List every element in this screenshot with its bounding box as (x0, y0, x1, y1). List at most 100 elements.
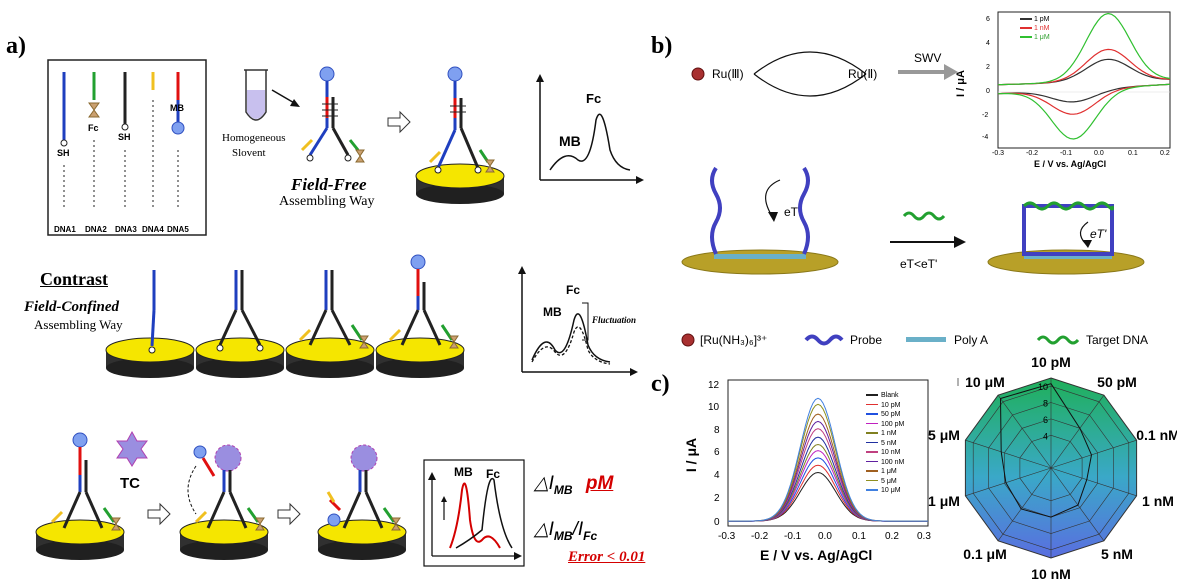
dpv-legend-entry: 10 pM (866, 402, 900, 409)
cv-xtick: 0.1 (1128, 150, 1138, 157)
cv-legend: 1 pM 1 nM 1 μM (1020, 16, 1050, 41)
dpv-xlabel: E / V vs. Ag/AgCl (760, 547, 873, 563)
dpv-xtick: 0.2 (885, 531, 899, 542)
cv-series-line (997, 83, 1171, 140)
cv-ytick: 4 (986, 40, 990, 47)
ru3-label: Ru(Ⅲ) (712, 67, 744, 81)
dpv-ytick: 8 (714, 425, 720, 436)
radar-spoke (997, 467, 1052, 541)
sh3-label: SH (118, 132, 131, 142)
metric-mb-pm: △IMB pM (534, 474, 613, 496)
ru2-label: Ru(Ⅱ) (848, 67, 878, 81)
radar-axis-label: 10 pM (1031, 354, 1071, 370)
dpv-xtick: -0.3 (718, 531, 736, 542)
redox-arc-bottom (753, 73, 867, 97)
contrast-title: Contrast (40, 269, 108, 289)
probe-square (1022, 204, 1114, 256)
plot1-mb: MB (559, 133, 581, 149)
metric1-symbol: △I (534, 473, 554, 494)
plot3-axes (423, 459, 525, 567)
radar-value-polygon (999, 383, 1093, 518)
radar-axis-label: 1 μM (928, 493, 960, 509)
dpv-legend-entry: 100 nM (866, 459, 904, 466)
radar-ring-tick: 6 (1043, 415, 1048, 425)
arrow-to-assembly (271, 89, 297, 105)
panel-c-label: c) (651, 371, 670, 397)
redox-arc-top (753, 51, 867, 75)
dpv-legend-entry: 10 μM (866, 487, 901, 494)
dpv-series-line (728, 471, 928, 522)
plot1-fc: Fc (586, 91, 602, 106)
metric2-sub2: Fc (583, 528, 598, 543)
plot3-red-curve (449, 482, 501, 549)
field-confined-title: Field-Confined (24, 299, 120, 315)
poly-a-right (1024, 254, 1112, 259)
panel-b-label: b) (651, 33, 673, 59)
tc-star-icon (116, 430, 148, 467)
plot2-axes (518, 266, 638, 376)
dpv-plot (727, 379, 929, 527)
sh1-label: SH (57, 148, 70, 158)
cv-curves (997, 12, 1171, 140)
cv-xtick: 0.2 (1160, 150, 1170, 157)
cv-ytick: 2 (986, 64, 990, 71)
dpv-legend-entry: 1 nM (866, 430, 897, 437)
legend-target: Target DNA (1086, 333, 1149, 347)
dpv-xtick: -0.2 (751, 531, 769, 542)
target-dna-icon (902, 211, 946, 221)
electrode-row-2 (105, 254, 465, 378)
cv-plot (997, 11, 1171, 149)
plot1-axes (536, 74, 644, 184)
dpv-series-line (728, 397, 928, 522)
dpv-ytick: 6 (714, 447, 720, 458)
dpv-legend-entry: 50 pM (866, 411, 900, 418)
dna1-thiol-end (60, 139, 68, 147)
electrode-field-free (415, 66, 505, 204)
ru-ball-icon (691, 67, 705, 81)
dpv-ytick: 12 (708, 380, 720, 391)
cv-xtick: -0.2 (1026, 150, 1039, 157)
metric1-unit: pM (585, 473, 614, 494)
cv-ytick: -4 (982, 134, 989, 141)
et-arrow-1 (765, 179, 781, 217)
cv-legend-entry: 1 nM (1033, 25, 1050, 32)
dna3-label: DNA3 (115, 225, 137, 234)
field-confined-sub: Assembling Way (34, 317, 123, 332)
panel-a-label: a) (6, 33, 26, 59)
radar-ring-tick: 10 (1038, 382, 1048, 392)
dpv-legend-entry: 5 μM (866, 478, 897, 485)
metric2-sub: MB (553, 528, 573, 543)
radar-axis-label: 1 nM (1142, 493, 1174, 509)
radar-axis-label: 10 nM (1031, 566, 1071, 582)
dpv-xtick: 0.1 (852, 531, 866, 542)
mb-label: MB (170, 103, 184, 113)
radar-axis-label: 50 pM (1097, 374, 1137, 390)
radar-spoke (1050, 439, 1137, 469)
dpv-curves (728, 397, 928, 522)
tc-label: TC (120, 475, 140, 492)
swv-label: SWV (914, 51, 942, 65)
fc-hourglass-icon (88, 102, 100, 118)
radar-chart: 10 8 6 4 (964, 377, 1138, 559)
dna4-label: DNA4 (142, 225, 164, 234)
cv-xtick: -0.1 (1060, 150, 1073, 157)
radar-spoke (965, 439, 1052, 469)
plot2-fc: Fc (566, 283, 581, 297)
solvent-fill (247, 90, 265, 119)
poly-a-left (714, 254, 806, 259)
dashed-arrow (187, 465, 197, 515)
dpv-ytick: 2 (714, 493, 720, 504)
cv-ytick: 0 (986, 88, 990, 95)
cv-xlabel: E / V vs. Ag/AgCl (1034, 159, 1107, 169)
cv-xtick: 0.0 (1094, 150, 1104, 157)
dna-strand-box (47, 59, 207, 236)
field-free-title: Field-Free (291, 175, 367, 194)
field-free-structure (300, 66, 365, 163)
radar-ring-tick: 8 (1043, 399, 1048, 409)
fc-label: Fc (88, 123, 99, 133)
radar-spoke (1050, 467, 1137, 497)
legend-probe: Probe (850, 333, 883, 347)
dpv-ylabel: I / μA (683, 437, 700, 473)
radar-ring-tick: 4 (1043, 431, 1048, 441)
